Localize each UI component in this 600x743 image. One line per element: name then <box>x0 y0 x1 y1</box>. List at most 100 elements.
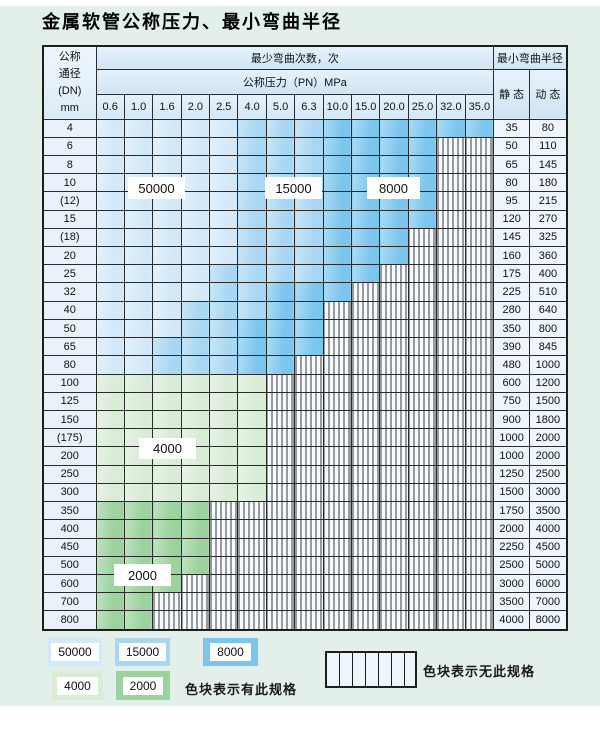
cell-no-spec <box>294 482 324 503</box>
cell-4000 <box>209 391 239 412</box>
cell-no-spec <box>436 355 466 375</box>
region-label-15000: 15000 <box>265 177 322 199</box>
cell-no-spec <box>351 482 381 503</box>
cell-15000 <box>237 209 267 229</box>
cell-no-spec <box>464 409 495 430</box>
dynamic-radius-value: 3500 <box>529 501 568 521</box>
cell-2000 <box>152 519 182 539</box>
cell-50000 <box>123 355 154 375</box>
cell-no-spec <box>464 264 495 284</box>
static-radius-value: 280 <box>493 300 531 320</box>
cell-no-spec <box>351 391 381 412</box>
cell-8000 <box>294 282 324 302</box>
cell-8000 <box>294 337 324 357</box>
cell-no-spec <box>464 391 495 412</box>
pressure-col-4.0: 4.0 <box>237 93 267 120</box>
cell-no-spec <box>351 555 381 575</box>
cell-no-spec <box>237 501 267 521</box>
cell-15000 <box>180 355 211 375</box>
dn-label: 80 <box>42 355 97 375</box>
table-row-dn-300: 300 1500 3000 <box>42 482 568 503</box>
dynamic-radius-value: 4500 <box>529 537 568 557</box>
dynamic-radius-value: 3000 <box>529 482 568 503</box>
static-radius-value: 35 <box>493 118 531 138</box>
table-row-dn-175: (175) 1000 2000 <box>42 428 568 448</box>
cell-no-spec <box>436 191 466 211</box>
cell-no-spec <box>322 519 353 539</box>
cell-no-spec <box>209 573 239 594</box>
cell-no-spec <box>379 391 409 412</box>
cell-15000 <box>180 300 211 320</box>
cell-15000 <box>180 337 211 357</box>
cell-no-spec <box>379 573 409 594</box>
cell-2000 <box>180 501 211 521</box>
pressure-col-25.0: 25.0 <box>407 93 438 120</box>
cell-8000 <box>322 136 353 156</box>
cell-8000 <box>379 209 409 229</box>
dn-label: 300 <box>42 482 97 503</box>
static-radius-value: 1250 <box>493 464 531 484</box>
cell-no-spec <box>294 573 324 594</box>
static-radius-value: 350 <box>493 318 531 339</box>
cell-no-spec <box>322 555 353 575</box>
table-row-dn-25: 25 175 400 <box>42 264 568 284</box>
dn-label: (12) <box>42 191 97 211</box>
cell-15000 <box>209 355 239 375</box>
dynamic-radius-value: 800 <box>529 318 568 339</box>
cell-no-spec <box>351 519 381 539</box>
table-row-dn-450: 450 2250 4500 <box>42 537 568 557</box>
cell-4000 <box>152 482 182 503</box>
cell-50000 <box>180 264 211 284</box>
page-title: 金属软管公称压力、最小弯曲半径 <box>42 12 342 32</box>
cell-no-spec <box>464 209 495 229</box>
cell-no-spec <box>407 592 438 612</box>
cell-no-spec <box>209 610 239 631</box>
legend-unavailable-text: 色块表示无此规格 <box>423 664 536 679</box>
cell-8000 <box>379 246 409 266</box>
cell-no-spec <box>379 300 409 320</box>
cell-2000 <box>123 610 154 631</box>
cell-no-spec <box>464 610 495 631</box>
cell-4000 <box>237 391 267 412</box>
corner-header-line: 公称 <box>58 50 81 63</box>
cell-no-spec <box>294 428 324 448</box>
dynamic-radius-value: 110 <box>529 136 568 156</box>
cell-50000 <box>95 154 125 175</box>
cell-no-spec <box>351 337 381 357</box>
cell-no-spec <box>265 391 296 412</box>
cell-no-spec <box>294 373 324 393</box>
cell-8000 <box>351 209 381 229</box>
table-row-dn-15: 15 120 270 <box>42 209 568 229</box>
bend-times-header: 最少弯曲次数，次 <box>95 45 495 70</box>
radius-header: 最小弯曲半径 <box>493 45 568 70</box>
cell-no-spec <box>237 610 267 631</box>
dynamic-radius-value: 845 <box>529 337 568 357</box>
pressure-col-20.0: 20.0 <box>379 93 409 120</box>
cell-8000 <box>322 246 353 266</box>
pressure-col-10.0: 10.0 <box>322 93 353 120</box>
cell-8000 <box>351 118 381 138</box>
cell-8000 <box>351 191 381 211</box>
legend-swatch-8000: 8000 <box>203 638 258 666</box>
cell-4000 <box>180 464 211 484</box>
cell-4000 <box>237 464 267 484</box>
cell-no-spec <box>237 537 267 557</box>
cell-50000 <box>209 173 239 193</box>
legend-swatch-label: 50000 <box>51 643 99 661</box>
cell-50000 <box>152 282 182 302</box>
table-row-dn-700: 700 3500 7000 <box>42 592 568 612</box>
cell-no-spec <box>436 318 466 339</box>
cell-no-spec <box>436 209 466 229</box>
cell-4000 <box>95 391 125 412</box>
cell-no-spec <box>265 610 296 631</box>
cell-4000 <box>95 446 125 466</box>
cell-15000 <box>209 282 239 302</box>
dynamic-radius-value: 360 <box>529 246 568 266</box>
cell-no-spec <box>436 537 466 557</box>
dynamic-radius-value: 270 <box>529 209 568 229</box>
cell-50000 <box>209 136 239 156</box>
cell-no-spec <box>322 300 353 320</box>
cell-no-spec <box>464 300 495 320</box>
cell-4000 <box>123 391 154 412</box>
cell-50000 <box>152 227 182 248</box>
